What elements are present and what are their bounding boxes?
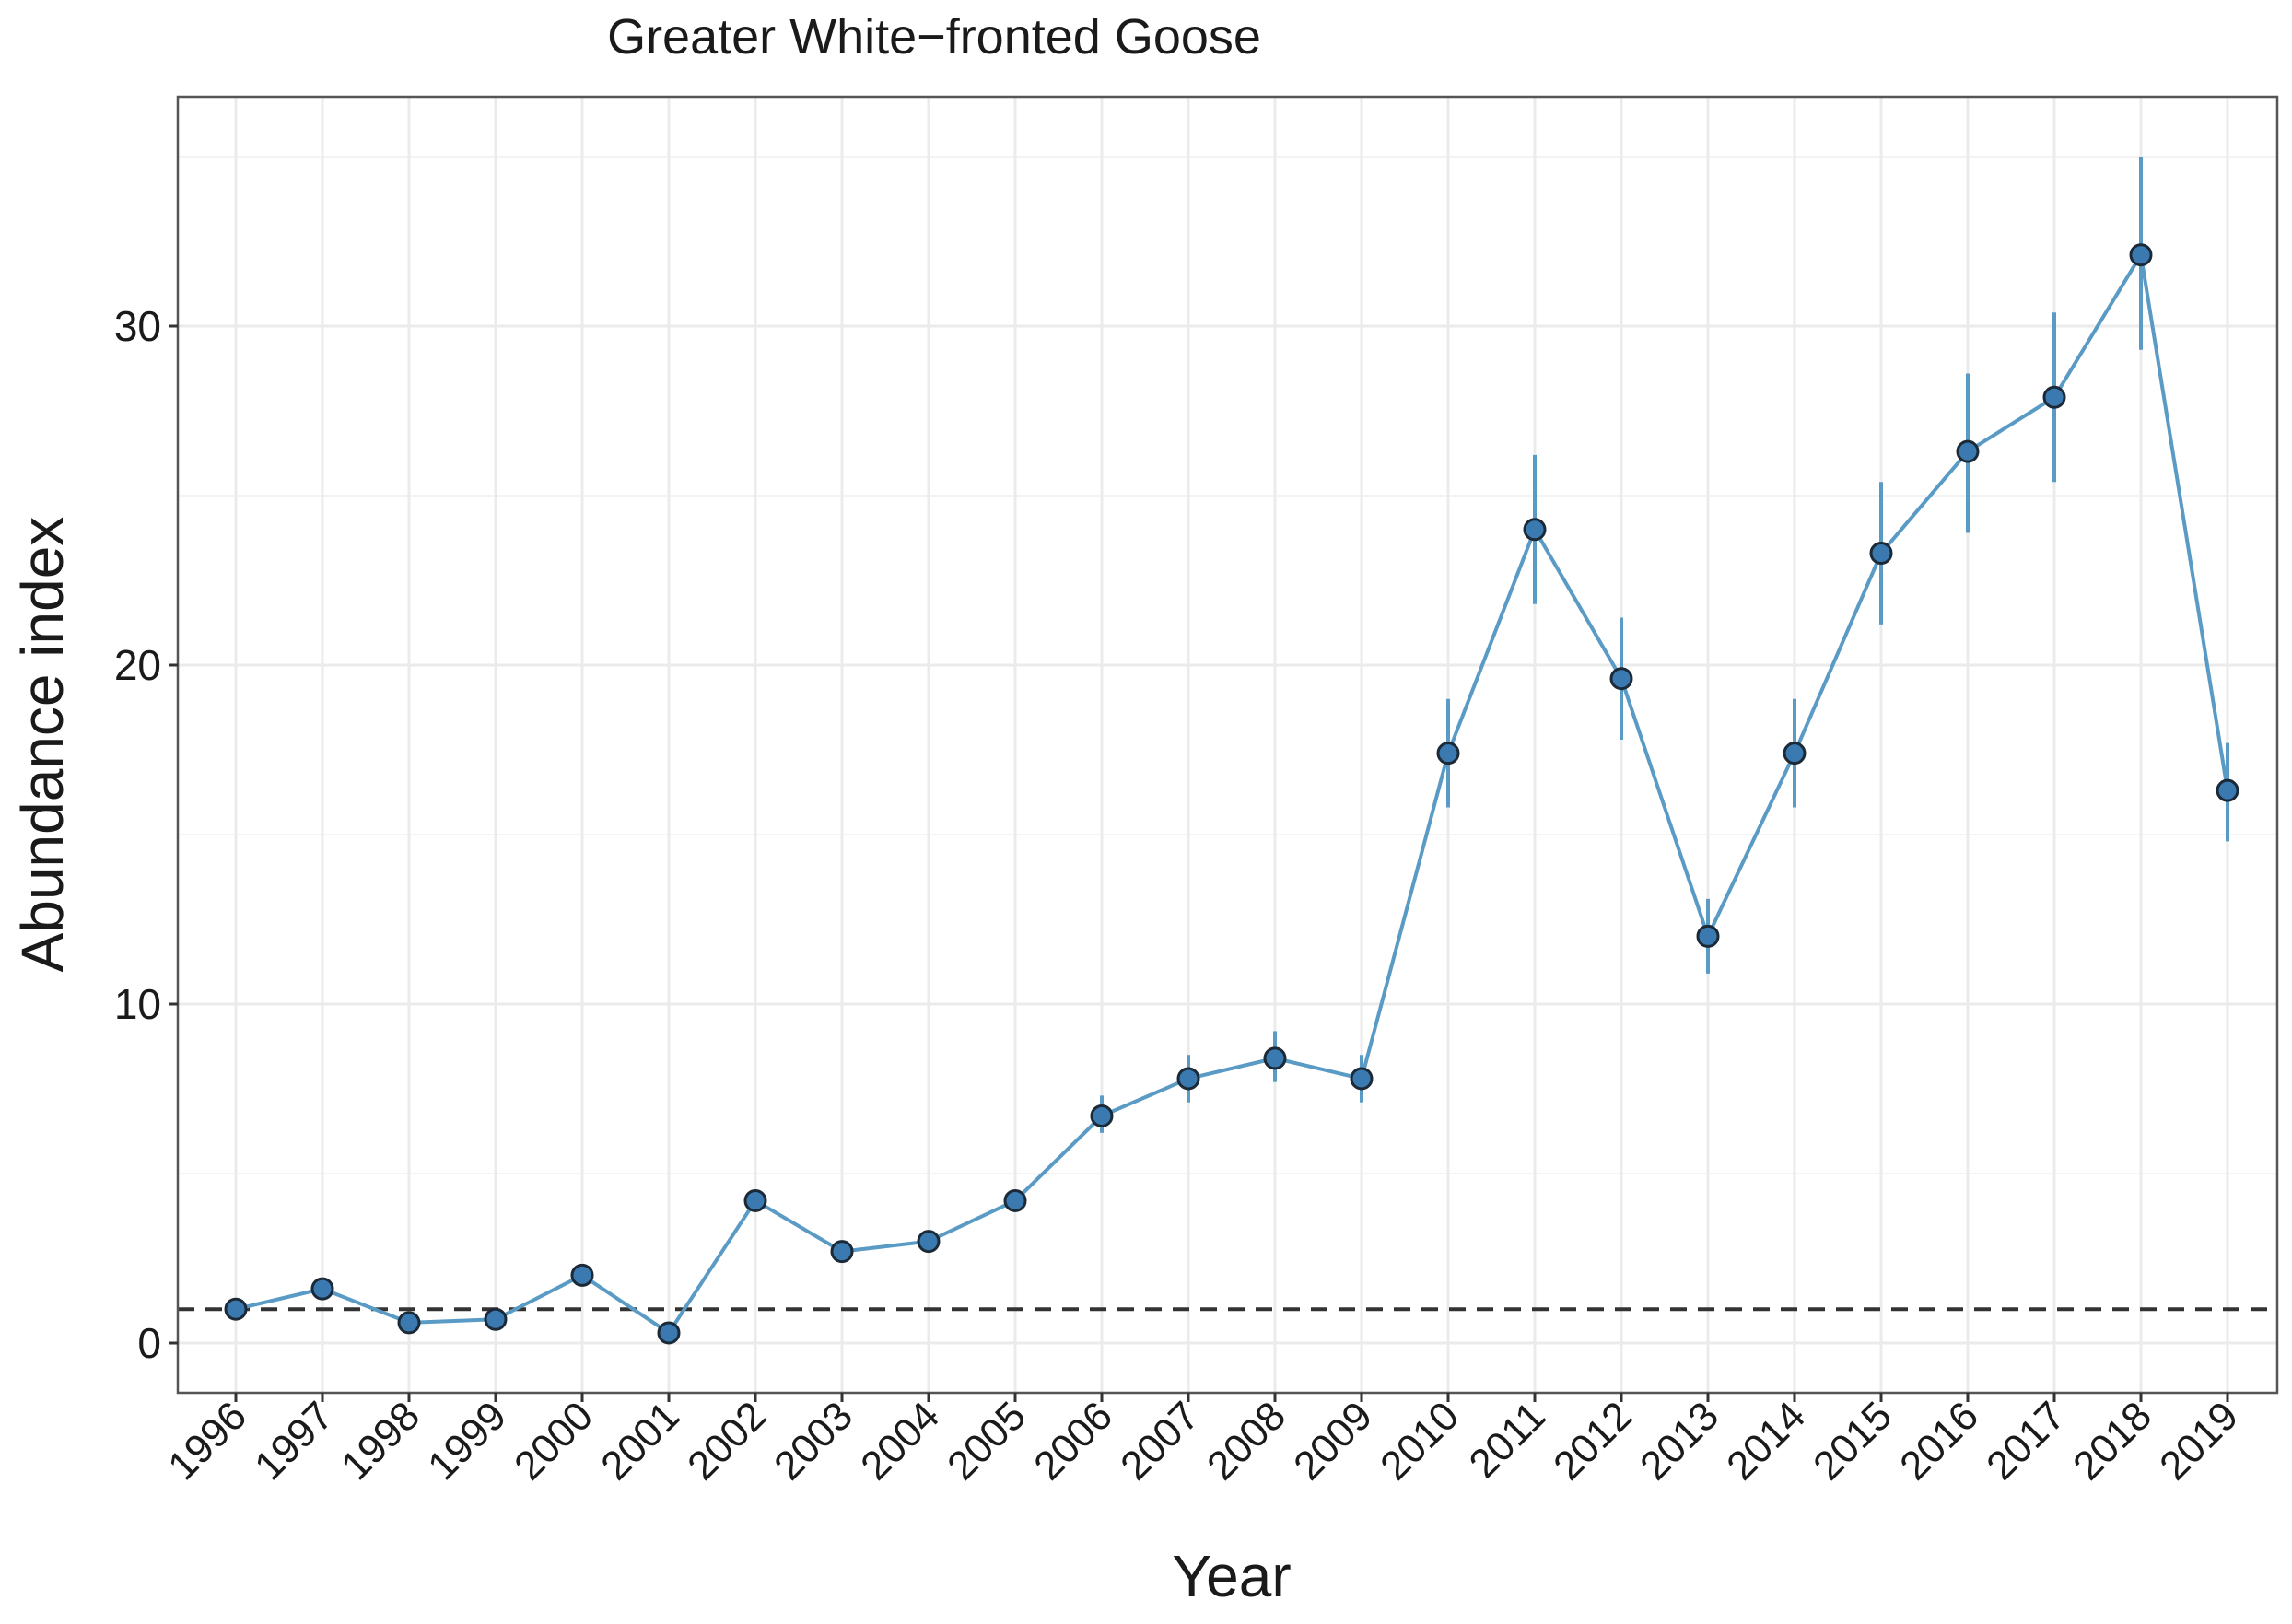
x-tick-label: 1996 <box>159 1393 255 1489</box>
y-tick-label: 30 <box>114 302 161 350</box>
data-point <box>830 1240 854 1264</box>
data-point <box>1696 924 1720 948</box>
x-tick-label: 2002 <box>679 1393 775 1489</box>
data-point <box>917 1230 941 1254</box>
data-point <box>1003 1188 1027 1212</box>
x-tick-label: 2019 <box>2151 1393 2247 1489</box>
x-tick-label: 2010 <box>1372 1393 1468 1489</box>
plot-background <box>178 97 2277 1393</box>
data-point <box>2129 243 2153 267</box>
data-point <box>1523 518 1547 542</box>
plot-frame <box>176 95 2279 1395</box>
y-tick-label: 20 <box>114 641 161 689</box>
data-point <box>2216 778 2239 802</box>
x-axis: 1996199719981999200020012002200320042005… <box>159 1393 2247 1489</box>
data-point <box>1956 439 1980 463</box>
y-axis-label: Abundance index <box>9 517 76 973</box>
series-path <box>235 252 2229 1335</box>
data-point <box>1783 742 1807 765</box>
x-tick-label: 2014 <box>1718 1393 1814 1489</box>
x-tick-label: 2012 <box>1545 1393 1641 1489</box>
data-point <box>2042 385 2066 409</box>
x-tick-label: 2016 <box>1891 1393 1987 1489</box>
x-tick-label: 2006 <box>1025 1393 1121 1489</box>
x-tick-label: 2011 <box>1461 1393 1555 1487</box>
x-tick-label: 2005 <box>939 1393 1035 1489</box>
data-point <box>1869 542 1893 566</box>
y-axis: 0 10 20 30 <box>114 302 178 1367</box>
x-axis-label: Year <box>1172 1543 1291 1609</box>
x-tick-label: 2008 <box>1199 1393 1294 1489</box>
x-tick-label: 2009 <box>1285 1393 1381 1489</box>
data-point <box>1176 1067 1200 1091</box>
y-tick-label: 10 <box>114 980 161 1028</box>
data-point <box>657 1321 681 1345</box>
x-tick-label: 1998 <box>333 1393 428 1489</box>
x-tick-label: 2013 <box>1631 1393 1727 1489</box>
data-point <box>1609 667 1633 691</box>
x-tick-label: 2001 <box>592 1393 688 1489</box>
data-point <box>1090 1104 1114 1127</box>
x-tick-label: 1997 <box>246 1393 342 1489</box>
x-tick-label: 2000 <box>506 1393 602 1489</box>
x-tick-label: 2004 <box>852 1393 948 1489</box>
x-tick-label: 2007 <box>1112 1393 1208 1489</box>
grid <box>178 97 2277 1393</box>
x-tick-label: 2003 <box>766 1393 861 1489</box>
data-point <box>224 1297 248 1321</box>
data-points <box>224 243 2239 1345</box>
x-tick-label: 2015 <box>1805 1393 1900 1489</box>
data-point <box>310 1277 334 1301</box>
y-tick-label: 0 <box>137 1319 161 1367</box>
series-line <box>235 252 2229 1335</box>
data-point <box>570 1263 594 1287</box>
x-tick-label: 2018 <box>2064 1393 2160 1489</box>
data-point <box>484 1307 508 1331</box>
x-tick-label: 1999 <box>419 1393 515 1489</box>
data-point <box>1263 1046 1287 1070</box>
data-point <box>1350 1067 1374 1091</box>
data-point <box>1436 742 1460 765</box>
chart-title: Greater White−fronted Goose <box>607 9 1261 64</box>
data-point <box>743 1188 767 1212</box>
x-tick-label: 2017 <box>1978 1393 2074 1489</box>
data-point <box>397 1311 421 1335</box>
